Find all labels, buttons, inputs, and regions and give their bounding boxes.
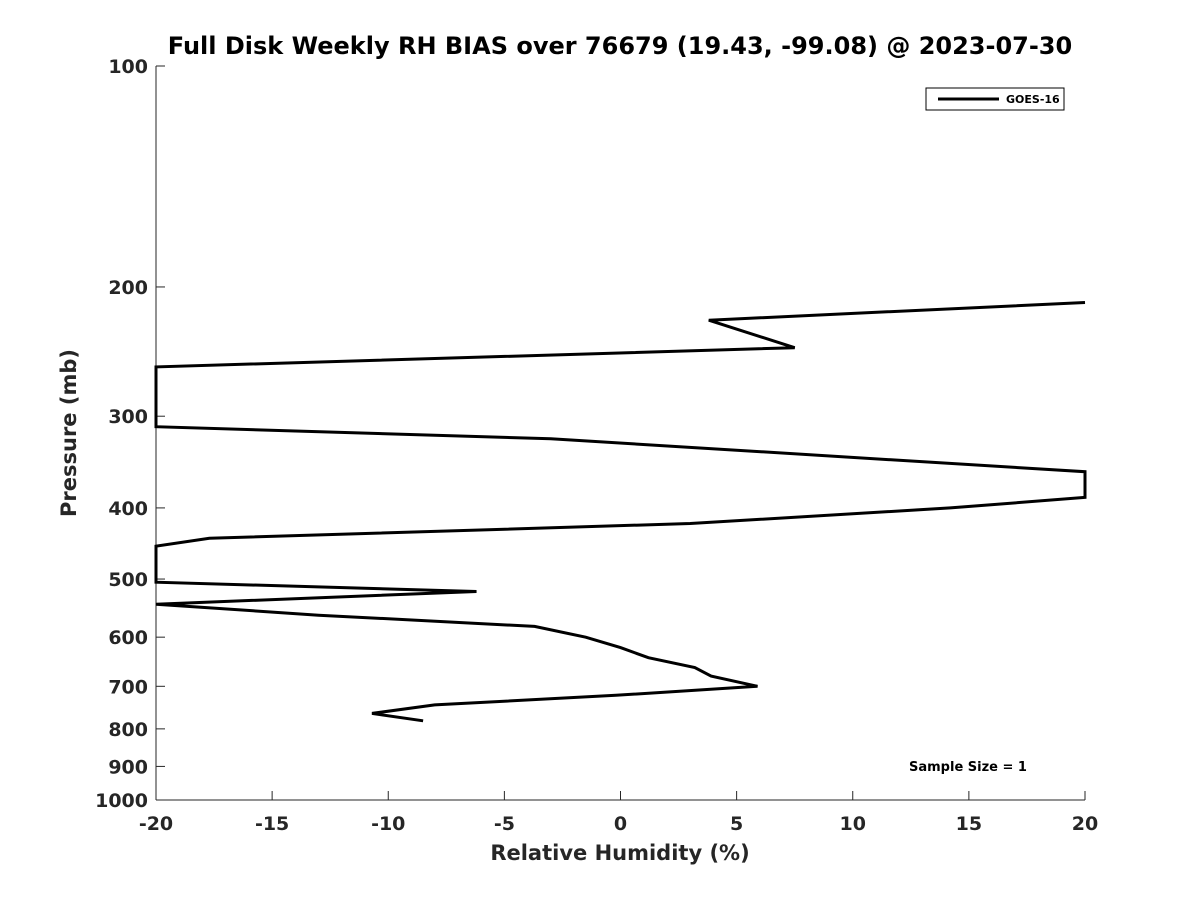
y-tick-label: 400 bbox=[108, 498, 148, 520]
x-axis-label: Relative Humidity (%) bbox=[490, 841, 749, 865]
x-tick-label: 10 bbox=[840, 813, 866, 835]
x-tick-label: -10 bbox=[371, 813, 405, 835]
y-tick-label: 300 bbox=[108, 406, 148, 428]
y-tick-label: 900 bbox=[108, 756, 148, 778]
x-tick-label: -20 bbox=[139, 813, 173, 835]
y-tick-label: 200 bbox=[108, 277, 148, 299]
x-tick-label: 15 bbox=[956, 813, 982, 835]
y-axis-label: Pressure (mb) bbox=[57, 349, 81, 517]
y-tick-label: 700 bbox=[108, 676, 148, 698]
chart-title: Full Disk Weekly RH BIAS over 76679 (19.… bbox=[168, 32, 1072, 60]
x-tick-label: 0 bbox=[614, 813, 627, 835]
y-tick-label: 600 bbox=[108, 627, 148, 649]
x-tick-label: -5 bbox=[494, 813, 515, 835]
series-layer bbox=[154, 301, 1087, 723]
y-tick-label: 1000 bbox=[95, 790, 148, 812]
y-tick-label: 800 bbox=[108, 719, 148, 741]
y-tick-label: 500 bbox=[108, 569, 148, 591]
y-tick-label: 100 bbox=[108, 56, 148, 78]
sample-size-annotation: Sample Size = 1 bbox=[909, 760, 1027, 775]
x-tick-label: 20 bbox=[1072, 813, 1098, 835]
legend-label-goes-16: GOES-16 bbox=[1006, 93, 1060, 106]
x-axis-ticks: -20 -15 -10 -5 0 5 10 15 20 bbox=[139, 791, 1098, 835]
x-tick-label: -15 bbox=[255, 813, 289, 835]
legend: GOES-16 bbox=[925, 87, 1065, 111]
x-tick-label: 5 bbox=[730, 813, 743, 835]
y-axis-ticks: 100 200 300 400 500 600 700 800 900 1000 bbox=[95, 56, 165, 812]
